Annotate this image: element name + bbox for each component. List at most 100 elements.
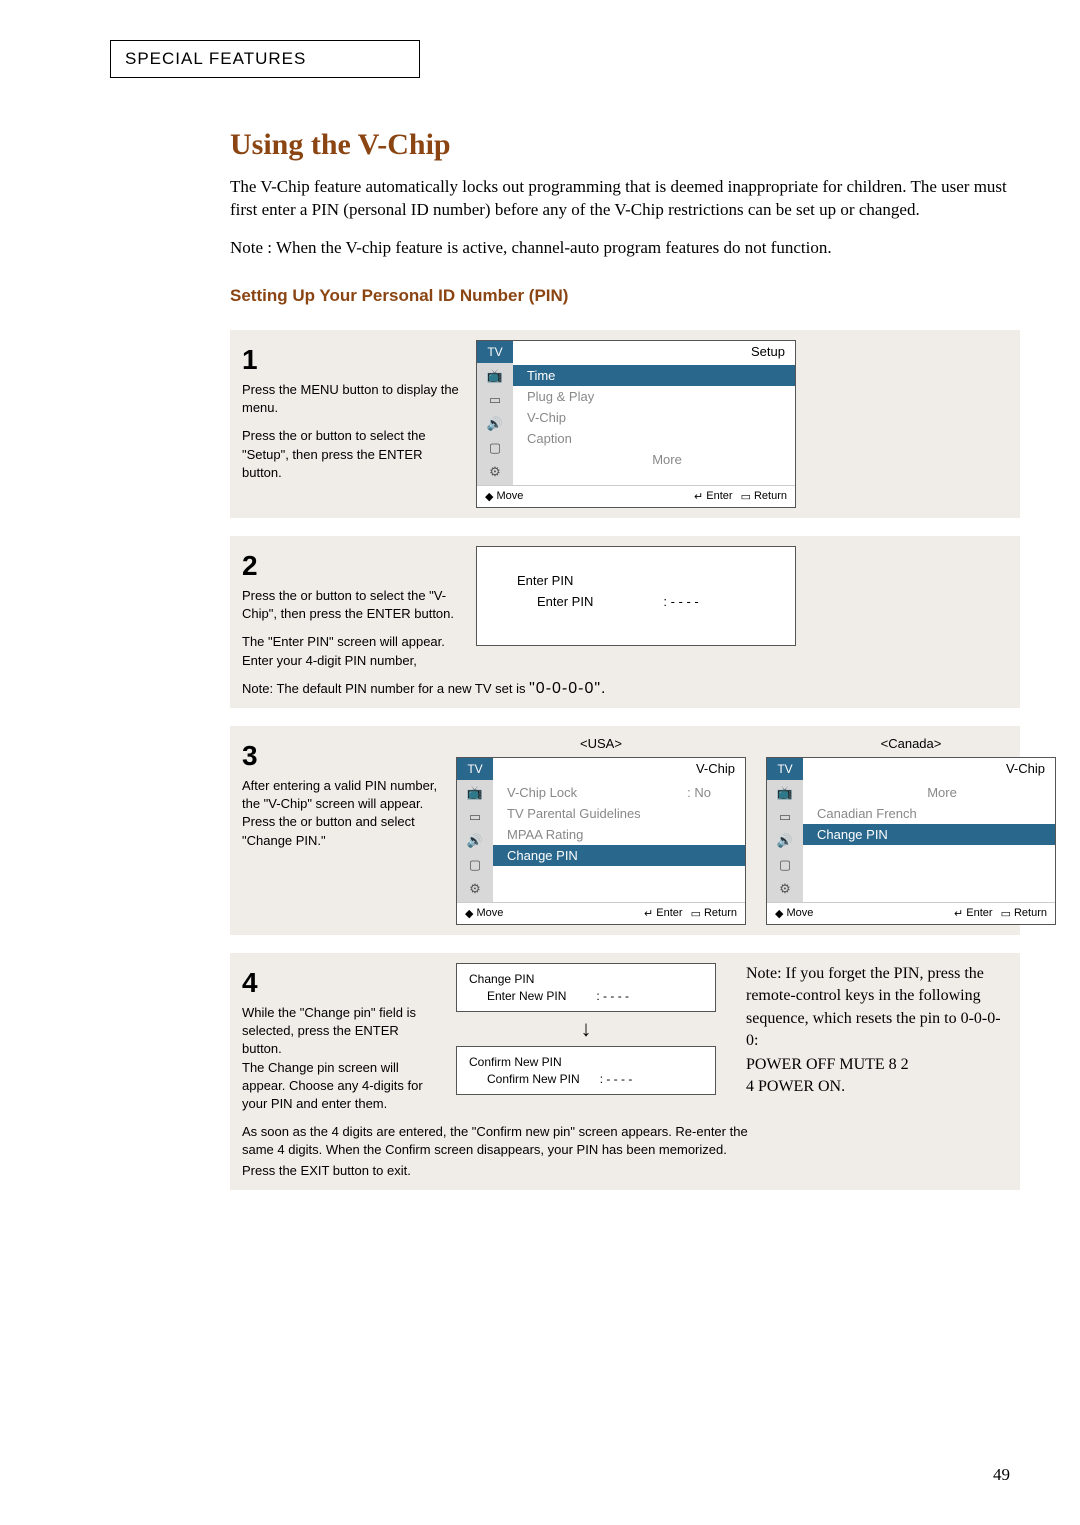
menu-item-changepin: Change PIN: [493, 845, 745, 866]
speaker-icon: 🔊: [484, 415, 506, 433]
region-canada: <Canada>: [881, 736, 942, 751]
menu-item-caption: Caption: [513, 428, 795, 449]
step-1: 1 Press the MENU button to display the m…: [230, 330, 1020, 518]
step-4-left: 4 While the "Change pin" field is select…: [242, 963, 442, 1113]
step-3-text1: After entering a valid PIN number, the "…: [242, 777, 442, 813]
footer-move: ◆Move: [485, 490, 523, 503]
step-3-right: <USA> TVV-Chip 📺 ▭ 🔊 ▢ ⚙ V-Chip Lock: No: [456, 736, 1056, 925]
forget-note: Note: If you forget the PIN, press the r…: [746, 963, 1008, 1053]
tv-icon-column: 📺 ▭ 🔊 ▢ ⚙: [457, 780, 493, 902]
footer-return: ▭Return: [1001, 907, 1047, 920]
subtitle: Setting Up Your Personal ID Number (PIN): [230, 286, 1020, 306]
screen-icon: ▢: [774, 856, 796, 874]
tv-menu-usa: TVV-Chip 📺 ▭ 🔊 ▢ ⚙ V-Chip Lock: No TV Pa…: [456, 757, 746, 925]
content-area: Using the V-Chip The V-Chip feature auto…: [230, 128, 1020, 1190]
footer-enter: ↵Enter: [644, 907, 683, 920]
step-4-text1: While the "Change pin" field is selected…: [242, 1004, 442, 1059]
step-2: 2 Press the or button to select the "V-C…: [230, 536, 1020, 680]
settings-icon: ⚙: [484, 463, 506, 481]
screen-icon: ▢: [484, 439, 506, 457]
arrow-down-icon: ↓: [581, 1016, 592, 1042]
tv-menu-canada: TVV-Chip 📺 ▭ 🔊 ▢ ⚙ More Canadian French: [766, 757, 1056, 925]
footer-return: ▭Return: [741, 490, 787, 503]
step-1-text1: Press the MENU button to display the men…: [242, 381, 462, 417]
menu-item-time: Time: [513, 365, 795, 386]
step-2-text2: The "Enter PIN" screen will appear. Ente…: [242, 633, 462, 669]
tv-icon: 📺: [464, 784, 486, 802]
step-2-right: Enter PIN Enter PIN: - - - -: [476, 546, 1008, 646]
section-header-box: SPECIAL FEATURES: [110, 40, 420, 78]
tv-icon-column: 📺 ▭ 🔊 ▢ ⚙: [477, 363, 513, 485]
footer-enter: ↵Enter: [954, 907, 993, 920]
step-3-number: 3: [242, 736, 442, 775]
intro-text: The V-Chip feature automatically locks o…: [230, 176, 1010, 222]
step-4-bottom-text: As soon as the 4 digits are entered, the…: [242, 1123, 782, 1159]
region-usa: <USA>: [580, 736, 622, 751]
tv-menu-items: Time Plug & Play V-Chip Caption More: [513, 363, 795, 485]
confirm-pin-title: Confirm New PIN: [469, 1055, 703, 1069]
menu-item: MPAA Rating: [493, 824, 745, 845]
confirm-pin-box: Confirm New PIN Confirm New PIN: - - - -: [456, 1046, 716, 1095]
menu-item-empty: [803, 845, 1055, 866]
step-4-number: 4: [242, 963, 442, 1002]
page-title: Using the V-Chip: [230, 128, 1020, 162]
footer-enter: ↵Enter: [694, 490, 733, 503]
step-1-number: 1: [242, 340, 462, 379]
screen-icon: ▢: [464, 856, 486, 874]
step-1-text2: Press the or button to select the "Setup…: [242, 427, 462, 482]
step-2-number: 2: [242, 546, 462, 585]
menu-item-plugplay: Plug & Play: [513, 386, 795, 407]
menu-item-vchip: V-Chip: [513, 407, 795, 428]
change-pin-title: Change PIN: [469, 972, 703, 986]
footer-move: ◆Move: [775, 907, 813, 920]
step-3-canada: <Canada> TVV-Chip 📺 ▭ 🔊 ▢ ⚙ More: [766, 736, 1056, 925]
tv-menu-header: TV Setup: [477, 341, 795, 363]
enter-pin-label1: Enter PIN: [517, 573, 775, 588]
change-pin-box: Change PIN Enter New PIN: - - - -: [456, 963, 716, 1012]
step-4: 4 While the "Change pin" field is select…: [230, 953, 1020, 1123]
step-4-note: Note: If you forget the PIN, press the r…: [746, 963, 1008, 1097]
footer-move: ◆Move: [465, 907, 503, 920]
menu-item-more: More: [803, 782, 1055, 803]
speaker-icon: 🔊: [464, 832, 486, 850]
step-3: 3 After entering a valid PIN number, the…: [230, 726, 1020, 935]
tv-menu-setup: TV Setup 📺 ▭ 🔊 ▢ ⚙ Time Plug & Play V-Ch…: [476, 340, 796, 508]
tv-icon: 📺: [774, 784, 796, 802]
tv-menu-footer: ◆Move ↵Enter ▭Return: [477, 485, 795, 507]
display-icon: ▭: [484, 391, 506, 409]
default-pin-note: Note: The default PIN number for a new T…: [242, 680, 1008, 698]
step-2-left: 2 Press the or button to select the "V-C…: [242, 546, 462, 670]
step-3-usa: <USA> TVV-Chip 📺 ▭ 🔊 ▢ ⚙ V-Chip Lock: No: [456, 736, 746, 925]
display-icon: ▭: [464, 808, 486, 826]
tv-badge: TV: [477, 341, 513, 363]
step-3-left: 3 After entering a valid PIN number, the…: [242, 736, 442, 850]
confirm-pin-line: Confirm New PIN: - - - -: [487, 1072, 703, 1086]
settings-icon: ⚙: [774, 880, 796, 898]
menu-item: V-Chip Lock: No: [493, 782, 745, 803]
footer-return: ▭Return: [691, 907, 737, 920]
speaker-icon: 🔊: [774, 832, 796, 850]
menu-item: TV Parental Guidelines: [493, 803, 745, 824]
enter-pin-label2: Enter PIN: - - - -: [537, 594, 775, 609]
reset-seq-1: POWER OFF MUTE 8 2: [746, 1056, 1008, 1074]
display-icon: ▭: [774, 808, 796, 826]
menu-item-changepin: Change PIN: [803, 824, 1055, 845]
enter-pin-box: Enter PIN Enter PIN: - - - -: [476, 546, 796, 646]
settings-icon: ⚙: [464, 880, 486, 898]
step-4-exit-text: Press the EXIT button to exit.: [242, 1162, 782, 1180]
tv-icon-column: 📺 ▭ 🔊 ▢ ⚙: [767, 780, 803, 902]
step-3-text2: Press the or button and select "Change P…: [242, 813, 442, 849]
change-pin-line: Enter New PIN: - - - -: [487, 989, 703, 1003]
step-4-right: Change PIN Enter New PIN: - - - - ↓ Conf…: [456, 963, 1008, 1113]
page-number: 49: [993, 1465, 1010, 1485]
step-1-right: TV Setup 📺 ▭ 🔊 ▢ ⚙ Time Plug & Play V-Ch…: [476, 340, 1008, 508]
step-4-boxes: Change PIN Enter New PIN: - - - - ↓ Conf…: [456, 963, 716, 1095]
tv-menu-title: Setup: [513, 344, 795, 359]
step-2-text1: Press the or button to select the "V-Chi…: [242, 587, 462, 623]
step-1-left: 1 Press the MENU button to display the m…: [242, 340, 462, 482]
top-note: Note : When the V-chip feature is active…: [230, 238, 1020, 258]
section-header: SPECIAL FEATURES: [125, 49, 306, 68]
step-4-text2: The Change pin screen will appear. Choos…: [242, 1059, 442, 1114]
tv-icon: 📺: [484, 367, 506, 385]
reset-seq-2: 4 POWER ON.: [746, 1078, 1008, 1096]
